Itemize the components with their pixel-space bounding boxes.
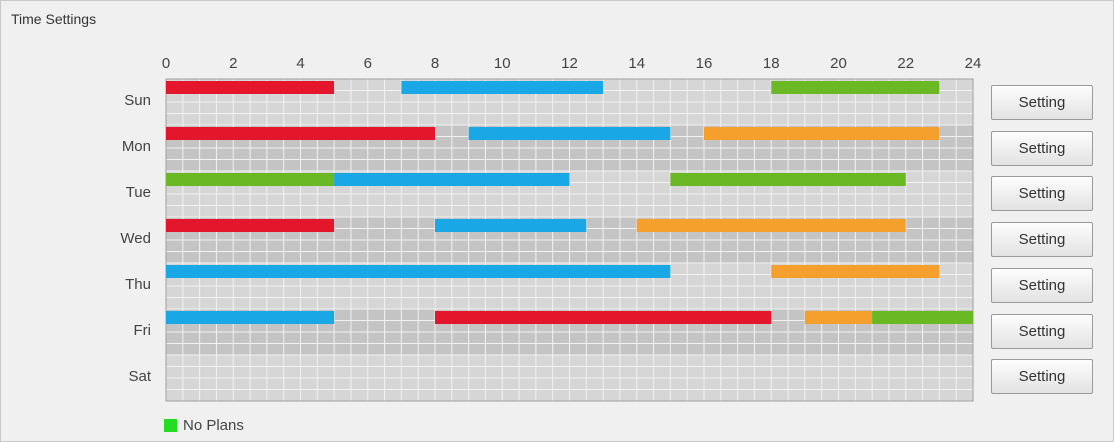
schedule-period [872,311,973,324]
setting-button[interactable]: Setting [991,85,1093,120]
hour-tick-label: 18 [763,55,780,72]
hour-tick-label: 6 [364,55,372,72]
legend-swatch [164,419,177,432]
hour-tick-label: 10 [494,55,511,72]
schedule-period [401,81,604,94]
schedule-period [166,127,435,140]
setting-button[interactable]: Setting [991,313,1093,349]
schedule-period [771,265,940,278]
day-label: Wed [120,230,151,247]
hour-tick-label: 24 [965,55,982,72]
schedule-period [670,173,906,186]
schedule-period [166,265,671,278]
schedule-period [435,311,772,324]
schedule-period [636,219,906,232]
hour-tick-label: 20 [830,55,847,72]
day-label: Tue [126,184,151,201]
setting-button[interactable]: Setting [991,267,1093,303]
schedule-period [468,127,671,140]
panel-title: Time Settings [11,11,97,27]
hour-tick-label: 22 [897,55,914,72]
hour-tick-label: 16 [696,55,713,72]
schedule-period [166,173,335,186]
hour-tick-label: 8 [431,55,439,72]
schedule-period [166,81,335,94]
hour-tick-label: 12 [561,55,578,72]
day-label: Fri [134,322,152,339]
day-label: Sat [128,368,151,385]
legend-label: No Plans [183,417,244,434]
schedule-period [771,81,940,94]
day-label: Thu [125,276,151,293]
schedule-period [334,173,570,186]
setting-button[interactable]: Setting [991,359,1093,395]
setting-button[interactable]: Setting [991,130,1093,166]
schedule-period [435,219,587,232]
hour-tick-label: 2 [229,55,237,72]
hour-tick-label: 14 [628,55,645,72]
grid-border [165,78,974,402]
schedule-period [166,219,335,232]
day-label: Mon [122,138,151,155]
setting-button[interactable]: Setting [991,176,1093,212]
hour-tick-label: 0 [162,55,170,72]
schedule-period [704,127,940,140]
setting-button[interactable]: Setting [991,222,1093,258]
schedule-period [166,311,335,324]
day-label: Sun [124,92,151,109]
schedule-period [804,311,873,324]
hour-tick-label: 4 [296,55,304,72]
